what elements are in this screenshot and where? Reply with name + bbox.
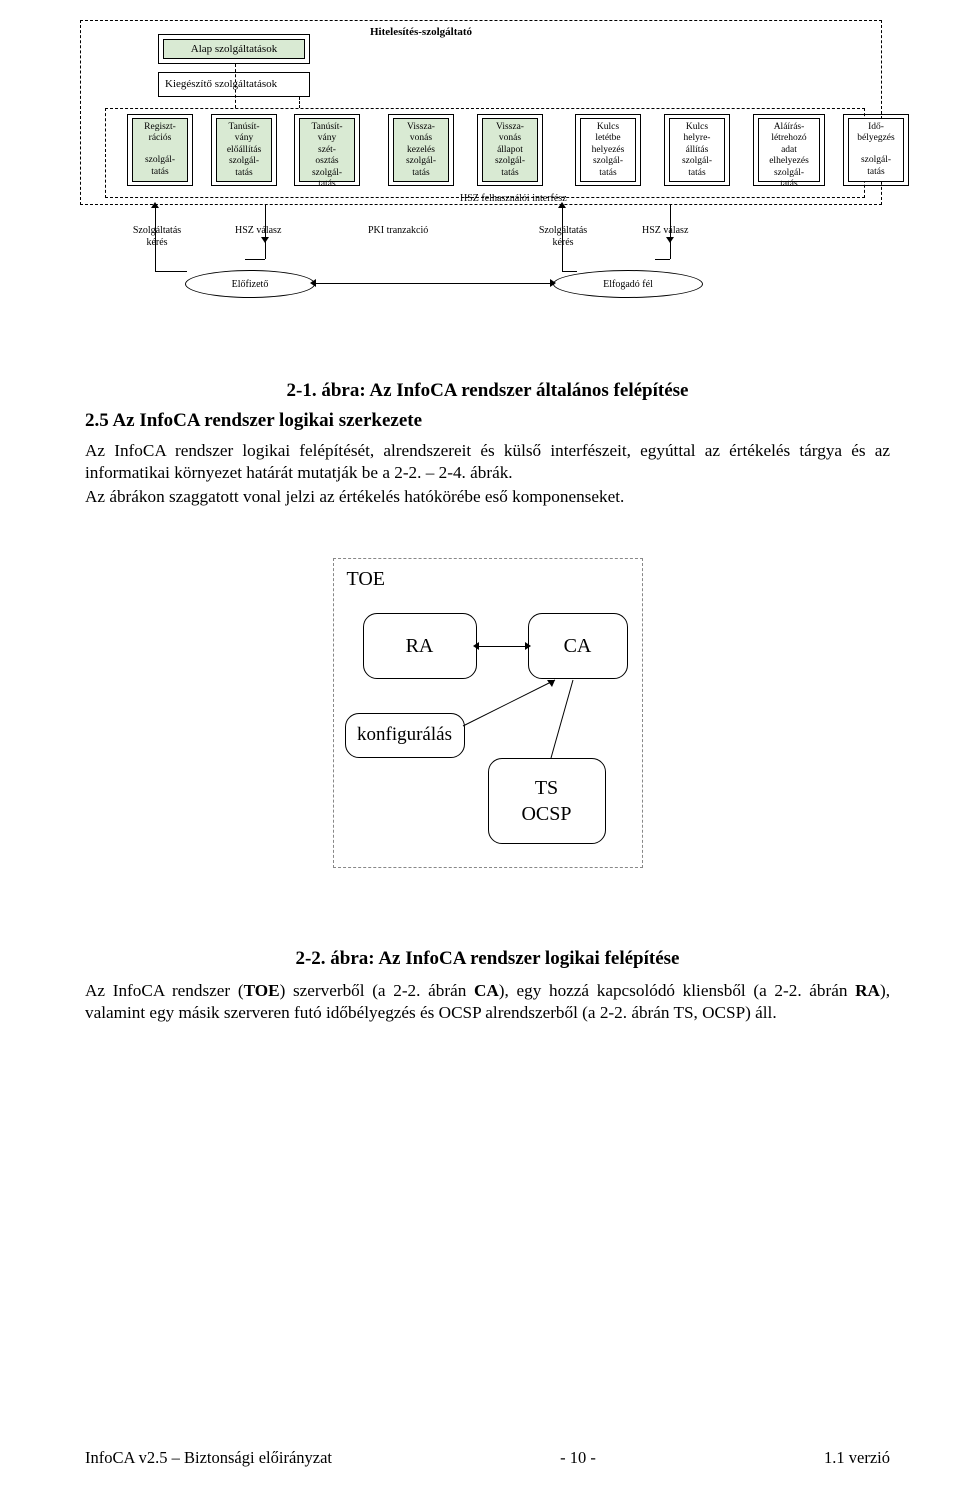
service-box: Kulcs letétbe helyezésszolgál- tatás [575, 114, 641, 186]
szolg-keres-right: Szolgáltatás kérés [528, 225, 598, 249]
service-title: Idő- bélyegzés [850, 122, 902, 145]
service-title: Tanúsít- vány szét- osztás [301, 122, 353, 168]
alap-label: Alap szolgáltatások [163, 39, 305, 59]
ra-box: RA [363, 613, 477, 679]
elofizeto-label: Előfizető [232, 279, 269, 290]
architecture-diagram: Hitelesítés-szolgáltató Alap szolgáltatá… [80, 20, 882, 310]
ca-box: CA [528, 613, 628, 679]
kieg-box: Kiegészítő szolgáltatások [158, 72, 310, 97]
service-inner: Kulcs letétbe helyezésszolgál- tatás [580, 118, 636, 182]
service-row: Regiszt- rációsszolgál- tatásTanúsít- vá… [113, 114, 873, 192]
service-sub: szolgál- tatás [301, 168, 353, 191]
dash-conn [235, 64, 236, 108]
pki-label: PKI tranzakció [368, 225, 428, 237]
service-title: Tanúsít- vány előállítás [218, 122, 270, 156]
hsz-valasz-left: HSZ válasz [235, 225, 281, 237]
service-title: Regiszt- rációs [134, 122, 186, 145]
service-sub: szolgál- tatás [760, 168, 818, 191]
service-sub: szolgál- tatás [395, 156, 447, 179]
service-inner: Tanúsít- vány előállításszolgál- tatás [216, 118, 272, 182]
toe-title: TOE [347, 568, 386, 591]
paragraph-2: Az ábrákon szaggatott vonal jelzi az ért… [85, 486, 890, 508]
service-inner: Aláírás- létrehozó adat elhelyezésszolgá… [758, 118, 820, 182]
service-box: Tanúsít- vány előállításszolgál- tatás [211, 114, 277, 186]
service-box: Vissza- vonás állapotszolgál- tatás [477, 114, 543, 186]
service-sub: szolgál- tatás [671, 156, 723, 179]
service-sub: szolgál- tatás [218, 156, 270, 179]
service-box: Tanúsít- vány szét- osztásszolgál- tatás [294, 114, 360, 186]
service-box: Kulcs helyre- állításszolgál- tatás [664, 114, 730, 186]
interaction-row: Szolgáltatás kérés HSZ válasz PKI tranza… [80, 225, 882, 305]
service-title: Aláírás- létrehozó adat elhelyezés [760, 122, 818, 168]
service-inner: Tanúsít- vány szét- osztásszolgál- tatás [299, 118, 355, 182]
interface-label: HSZ felhasználói interfész [460, 193, 567, 204]
paragraph-1: Az InfoCA rendszer logikai felépítését, … [85, 440, 890, 484]
service-sub: szolgál- tatás [850, 155, 902, 178]
ts-ocsp-box: TS OCSP [488, 758, 606, 844]
alap-box: Alap szolgáltatások [158, 34, 310, 64]
service-inner: Regiszt- rációs szolgál- tatás [132, 118, 188, 182]
footer-left: InfoCA v2.5 – Biztonsági előirányzat [85, 1448, 332, 1468]
figure-caption-2: 2-2. ábra: Az InfoCA rendszer logikai fe… [85, 948, 890, 970]
service-box: Vissza- vonás kezelésszolgál- tatás [388, 114, 454, 186]
service-box: Aláírás- létrehozó adat elhelyezésszolgá… [753, 114, 825, 186]
service-inner: Vissza- vonás kezelésszolgál- tatás [393, 118, 449, 182]
toe-diagram: TOE RA CA konfigurálás TS OCSP [333, 558, 643, 878]
page-footer: InfoCA v2.5 – Biztonsági előirányzat - 1… [85, 1448, 890, 1468]
service-inner: Idő- bélyegzés szolgál- tatás [848, 118, 904, 182]
service-title: Vissza- vonás állapot [484, 122, 536, 156]
szolg-keres-left: Szolgáltatás kérés [122, 225, 192, 249]
hsz-valasz-right: HSZ válasz [642, 225, 688, 237]
elofizeto-ellipse: Előfizető [185, 270, 315, 298]
service-inner: Kulcs helyre- állításszolgál- tatás [669, 118, 725, 182]
figure-caption-1: 2-1. ábra: Az InfoCA rendszer általános … [85, 380, 890, 402]
service-sub: szolgál- tatás [484, 156, 536, 179]
paragraph-3: Az InfoCA rendszer (TOE) szerverből (a 2… [85, 980, 890, 1024]
service-title: Kulcs letétbe helyezés [582, 122, 634, 156]
footer-center: - 10 - [560, 1448, 596, 1468]
service-sub: szolgál- tatás [582, 156, 634, 179]
service-title: Vissza- vonás kezelés [395, 122, 447, 156]
elfogado-ellipse: Elfogadó fél [553, 270, 703, 298]
kieg-label: Kiegészítő szolgáltatások [165, 78, 277, 90]
service-sub: szolgál- tatás [134, 155, 186, 178]
outer-title: Hitelesítés-szolgáltató [370, 26, 472, 38]
elfogado-label: Elfogadó fél [603, 279, 653, 290]
service-box: Idő- bélyegzés szolgál- tatás [843, 114, 909, 186]
dash-conn [299, 97, 300, 108]
service-inner: Vissza- vonás állapotszolgál- tatás [482, 118, 538, 182]
footer-right: 1.1 verzió [824, 1448, 890, 1468]
service-box: Regiszt- rációs szolgál- tatás [127, 114, 193, 186]
konfig-box: konfigurálás [345, 713, 465, 758]
section-heading: 2.5 Az InfoCA rendszer logikai szerkezet… [85, 410, 890, 432]
service-title: Kulcs helyre- állítás [671, 122, 723, 156]
